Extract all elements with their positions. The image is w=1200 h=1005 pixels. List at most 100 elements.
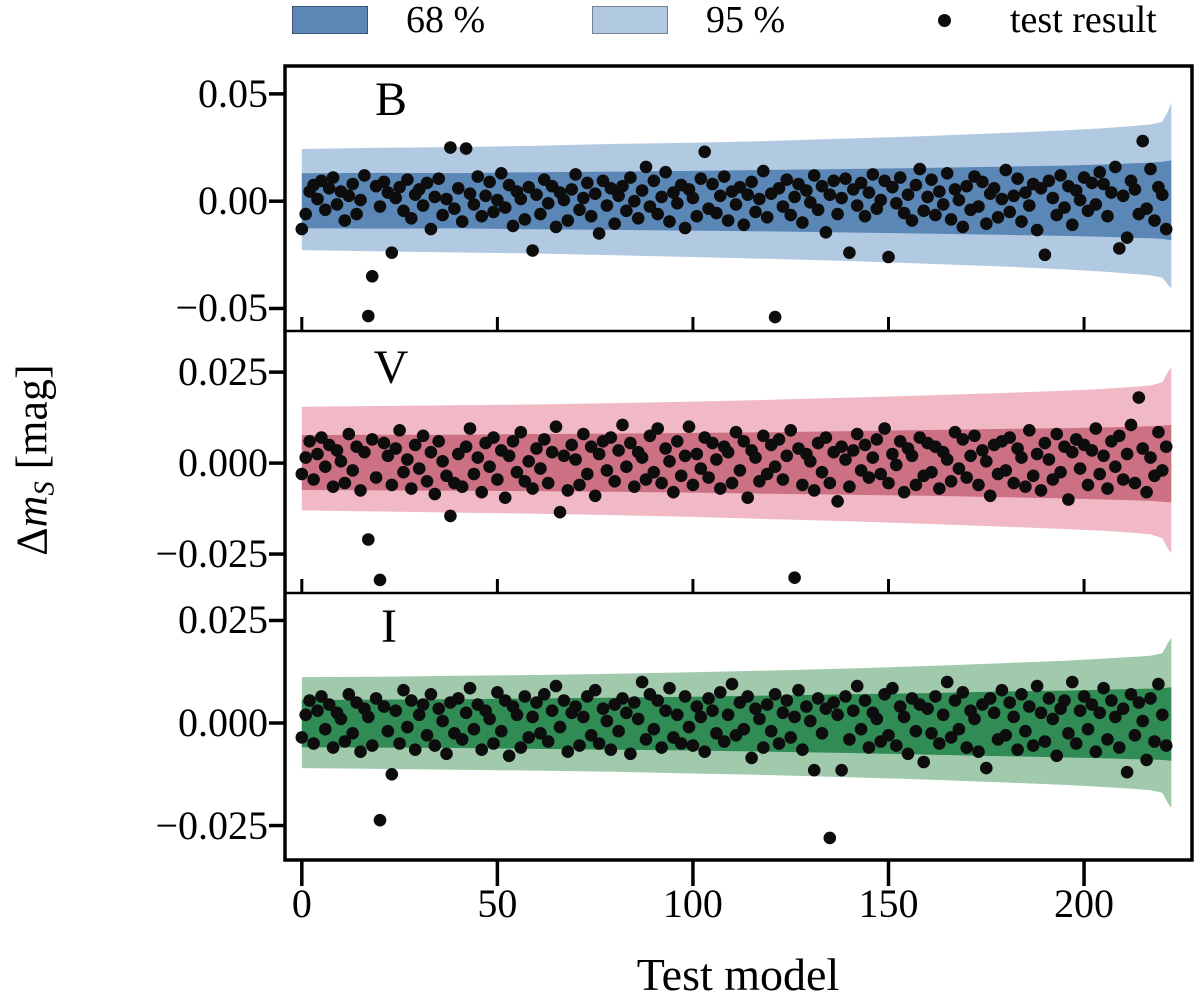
test-result-point: [659, 442, 672, 455]
test-result-point: [1038, 436, 1052, 450]
test-result-point: [874, 193, 887, 207]
test-result-point: [1066, 445, 1079, 459]
test-result-point: [612, 724, 625, 738]
test-result-point: [1148, 735, 1161, 748]
test-result-point: [1038, 735, 1052, 748]
test-result-point: [972, 745, 985, 758]
test-result-point: [295, 467, 309, 481]
test-result-point: [831, 708, 844, 722]
test-result-point: [479, 189, 492, 203]
test-result-point: [1069, 184, 1083, 197]
test-result-point: [612, 189, 625, 203]
test-result-point: [811, 692, 825, 705]
test-result-point: [573, 203, 586, 217]
test-result-point: [436, 455, 449, 468]
test-result-point: [999, 464, 1013, 477]
test-result-point: [534, 462, 547, 475]
test-result-point: [714, 482, 727, 495]
test-result-point: [389, 442, 403, 455]
test-result-point: [311, 447, 324, 461]
test-result-point: [538, 688, 551, 701]
test-result-point: [694, 462, 708, 475]
test-result-point: [393, 737, 406, 750]
plot-frame: [283, 64, 1194, 862]
test-result-point: [522, 455, 535, 468]
test-result-point: [405, 212, 418, 225]
test-result-point: [768, 460, 782, 474]
test-result-point: [1128, 183, 1142, 196]
test-result-point: [303, 694, 316, 707]
x-tick-label: 100: [662, 881, 723, 926]
test-result-point: [651, 694, 664, 707]
test-result-point: [408, 743, 422, 756]
test-result-point: [315, 174, 328, 188]
panel-label-I: I: [381, 600, 397, 653]
test-result-point: [303, 435, 316, 448]
test-result-point: [655, 190, 668, 204]
test-result-point: [890, 197, 903, 210]
test-result-point: [1042, 692, 1056, 705]
test-result-point: [592, 447, 606, 461]
test-result-point: [428, 487, 442, 501]
test-result-point: [530, 442, 543, 455]
test-result-point: [659, 704, 672, 717]
test-result-point: [753, 712, 766, 726]
test-result-point: [365, 433, 379, 446]
test-result-point: [565, 438, 578, 452]
test-result-point: [373, 200, 387, 213]
test-result-point: [463, 187, 477, 200]
test-result-point: [890, 739, 903, 752]
test-result-point: [909, 724, 923, 738]
test-result-point: [624, 436, 637, 450]
test-result-point: [389, 191, 403, 205]
test-result-point: [796, 216, 809, 229]
test-result-point: [1058, 201, 1071, 214]
test-result-point: [843, 246, 856, 259]
test-result-point: [944, 731, 958, 744]
test-result-point: [463, 681, 477, 695]
test-result-point: [1019, 724, 1032, 738]
test-result-point: [729, 425, 743, 439]
test-result-point: [299, 451, 313, 464]
test-result-point: [772, 737, 786, 750]
test-result-point: [999, 163, 1013, 177]
test-result-point: [1034, 484, 1048, 497]
y-tick-label: −0.05: [175, 285, 268, 331]
test-result-point: [909, 478, 923, 492]
test-result-point: [483, 460, 496, 474]
test-result-point: [491, 473, 504, 486]
test-result-point: [385, 768, 399, 781]
test-result-point: [553, 720, 567, 734]
test-result-point: [369, 692, 383, 705]
y-tick-label: −0.025: [155, 531, 268, 577]
test-result-point: [854, 722, 868, 736]
test-result-point: [839, 172, 852, 185]
test-result-point: [549, 220, 563, 234]
test-result-point: [330, 198, 344, 211]
test-result-point: [346, 727, 360, 740]
test-result-point: [584, 440, 598, 454]
test-result-point: [772, 433, 786, 446]
test-result-point: [620, 204, 633, 218]
test-result-point: [1030, 223, 1044, 237]
test-result-point: [694, 172, 708, 185]
test-result-point: [440, 192, 453, 206]
test-result-point: [1116, 702, 1130, 715]
test-result-point: [1007, 476, 1020, 490]
test-result-point: [940, 453, 954, 466]
test-result-point: [612, 444, 625, 457]
test-result-point: [1101, 733, 1114, 746]
test-result-point: [850, 679, 864, 693]
test-result-point: [1073, 193, 1087, 207]
test-result-point: [702, 471, 715, 484]
test-result-point: [459, 706, 473, 720]
test-result-point: [577, 191, 590, 205]
test-result-point: [1050, 427, 1063, 441]
x-tick-label: 50: [477, 881, 518, 926]
test-result-point: [686, 739, 700, 752]
test-result-point: [1109, 710, 1122, 724]
test-result-point: [800, 184, 813, 197]
test-result-point: [452, 182, 465, 195]
test-result-point: [545, 445, 559, 459]
